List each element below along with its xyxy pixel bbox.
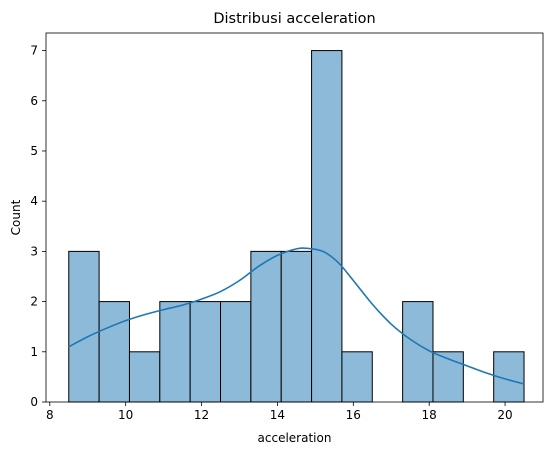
kde-group <box>68 247 525 385</box>
histogram-bar <box>220 301 252 403</box>
kde-line <box>68 247 525 385</box>
y-axis-ticks: 0 1 2 3 4 5 6 7 <box>30 44 46 409</box>
x-tick-label: 14 <box>270 408 285 422</box>
y-tick-label: 7 <box>30 44 38 58</box>
x-axis-ticks: 8 10 12 14 16 18 20 <box>46 402 513 422</box>
x-tick-label: 12 <box>194 408 209 422</box>
y-axis-label: Count <box>9 199 23 235</box>
histogram-bar <box>159 301 191 403</box>
histogram-bar <box>68 250 100 403</box>
histogram-bar <box>432 351 464 403</box>
histogram-bar <box>128 351 161 403</box>
y-tick-label: 6 <box>30 94 38 108</box>
x-tick-label: 8 <box>46 408 54 422</box>
histogram-bar <box>311 50 343 403</box>
histogram-bar <box>250 250 282 403</box>
y-tick-label: 1 <box>30 345 38 359</box>
histogram-bar <box>402 301 434 403</box>
axes-frame <box>45 32 544 403</box>
chart-title: Distribusi acceleration <box>213 11 375 27</box>
x-tick-label: 18 <box>422 408 437 422</box>
y-tick-label: 4 <box>30 194 38 208</box>
x-tick-label: 10 <box>118 408 133 422</box>
x-tick-label: 20 <box>497 408 512 422</box>
y-tick-label: 0 <box>30 395 38 409</box>
y-tick-label: 2 <box>30 295 38 309</box>
histogram-bar <box>280 250 313 403</box>
bars-group <box>68 50 525 403</box>
histogram-bar <box>341 351 373 403</box>
x-axis-label: acceleration <box>258 431 332 445</box>
x-tick-label: 16 <box>346 408 361 422</box>
y-tick-label: 3 <box>30 244 38 258</box>
histogram-bar <box>189 301 222 403</box>
histogram-bar <box>98 301 130 403</box>
y-tick-label: 5 <box>30 144 38 158</box>
